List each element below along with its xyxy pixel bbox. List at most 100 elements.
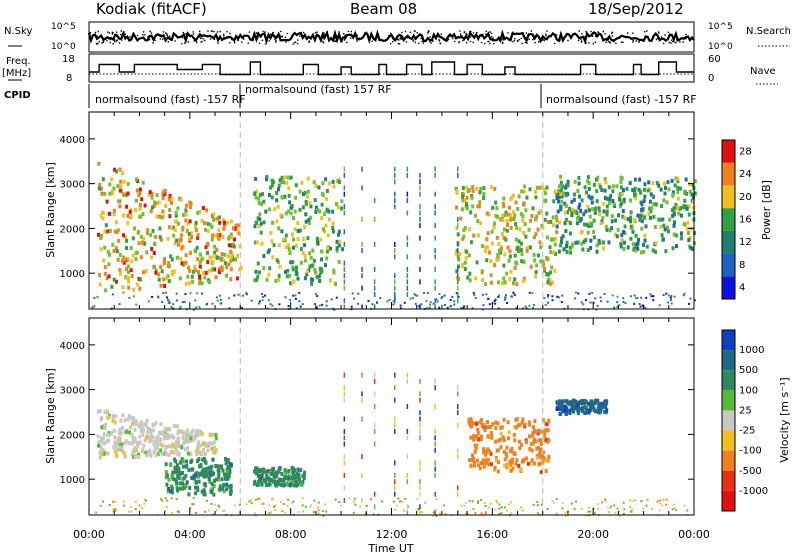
power-cell	[233, 294, 236, 297]
power-cell	[652, 214, 656, 219]
power-cell	[126, 257, 130, 262]
power-cell	[571, 207, 575, 212]
power-cell	[303, 243, 306, 248]
velocity-cell	[102, 432, 106, 437]
power-cell	[296, 237, 300, 242]
power-cell	[551, 223, 555, 228]
power-cell	[321, 181, 325, 186]
velocity-cell	[480, 434, 483, 439]
power-cell	[522, 259, 526, 264]
velocity-cell	[661, 504, 664, 507]
power-cell	[676, 179, 680, 184]
velocity-cell	[432, 514, 435, 517]
power-cell	[693, 299, 696, 302]
power-cell	[140, 197, 144, 202]
power-cell	[116, 257, 120, 262]
power-cell	[693, 231, 697, 235]
power-cell	[111, 242, 115, 247]
power-cell	[537, 210, 541, 215]
velocity-cell	[223, 509, 226, 512]
power-cell	[514, 261, 518, 265]
power-cell	[537, 253, 540, 258]
x-tick-label: 00:00	[678, 528, 710, 541]
power-cell	[591, 291, 594, 294]
power-cell	[597, 206, 601, 211]
velocity-cell	[194, 449, 198, 454]
power-cell	[406, 172, 409, 178]
velocity-cell	[501, 435, 505, 440]
velocity-cell	[108, 503, 111, 506]
power-cell	[229, 258, 233, 263]
power-cell	[617, 213, 621, 218]
velocity-cell	[528, 434, 531, 439]
velocity-cell	[175, 424, 179, 429]
velocity-cell	[480, 499, 483, 501]
power-cell	[213, 267, 217, 272]
velocity-cell	[354, 503, 357, 506]
noise-tick-right-top: 10^5	[708, 22, 733, 32]
power-cell	[679, 186, 683, 191]
power-cell	[403, 301, 406, 304]
velocity-cell	[139, 428, 143, 433]
power-cell	[523, 222, 527, 227]
velocity-cell	[506, 420, 510, 425]
velocity-cell	[185, 464, 189, 468]
power-cell	[312, 180, 316, 185]
power-cell	[351, 292, 354, 295]
power-cell	[320, 191, 324, 196]
power-cell	[561, 191, 565, 196]
power-cell	[558, 220, 561, 225]
power-cell	[468, 278, 472, 283]
velocity-cell	[673, 507, 676, 510]
power-cell	[574, 297, 577, 300]
power-cell	[160, 269, 164, 274]
velocity-cell	[133, 446, 137, 451]
power-cell	[586, 204, 590, 209]
power-cell	[619, 175, 623, 180]
power-cell	[203, 221, 206, 226]
velocity-cell	[162, 430, 165, 435]
power-cell	[674, 202, 678, 207]
power-cell	[306, 194, 310, 199]
velocity-cell	[512, 432, 516, 437]
velocity-cell	[250, 502, 253, 505]
power-cell	[561, 294, 564, 297]
velocity-cell	[562, 408, 566, 413]
velocity-cell	[587, 401, 591, 406]
power-cell	[626, 217, 630, 222]
power-cell	[409, 297, 412, 300]
power-cell	[485, 245, 489, 250]
power-cell	[159, 283, 163, 288]
velocity-cell	[191, 503, 194, 506]
power-cell	[357, 302, 359, 305]
power-cell	[535, 185, 539, 190]
velocity-cell	[317, 512, 320, 515]
velocity-cell	[631, 508, 634, 510]
power-cell	[271, 304, 274, 307]
power-cell	[236, 253, 240, 258]
power-cell	[502, 196, 506, 201]
power-cell	[653, 225, 657, 229]
velocity-cell	[186, 451, 190, 456]
velocity-cell	[487, 462, 491, 467]
velocity-cell	[164, 462, 168, 467]
velocity-cell	[169, 489, 173, 494]
velocity-cell	[343, 472, 346, 478]
power-colorbar-bin	[722, 230, 735, 254]
power-cell	[394, 273, 396, 279]
power-cell	[506, 223, 509, 227]
power-cell	[672, 212, 676, 217]
power-cell	[623, 216, 627, 220]
velocity-cell	[348, 497, 351, 500]
velocity-cell	[96, 434, 100, 439]
velocity-cell	[483, 459, 487, 463]
power-cell	[496, 253, 500, 257]
power-cell	[560, 240, 563, 245]
power-cell	[640, 226, 644, 231]
velocity-cell	[274, 479, 278, 484]
power-cell	[314, 205, 318, 210]
power-cell	[577, 181, 581, 186]
velocity-cell	[263, 477, 266, 482]
velocity-cell	[489, 502, 492, 505]
power-cell	[467, 227, 471, 232]
